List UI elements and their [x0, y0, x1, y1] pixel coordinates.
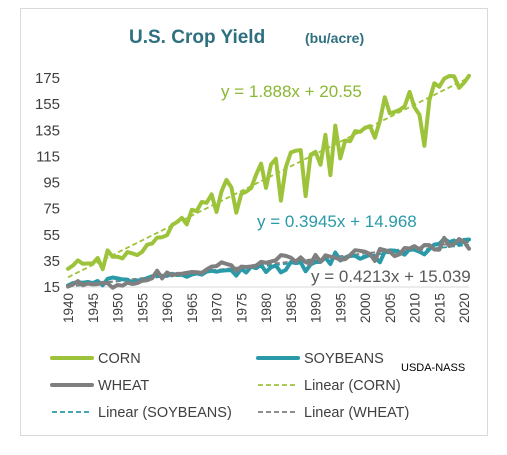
series-line	[66, 235, 471, 290]
trendline-equation: y = 0.4213x + 15.039	[311, 267, 471, 286]
trendline-equation: y = 0.3945x + 14.968	[257, 212, 417, 231]
x-tick-label: 2015	[432, 293, 447, 323]
x-tick-label: 2020	[457, 293, 472, 323]
x-tick-label: 1945	[86, 293, 101, 323]
x-tick-label: 1950	[111, 293, 126, 323]
y-tick-label: 95	[43, 175, 60, 192]
trendline	[67, 76, 470, 279]
crop-yield-chart: U.S. Crop Yield (bu/acre) 15355575951151…	[35, 27, 472, 421]
trendline-labels: y = 1.888x + 20.55 y = 0.3945x + 14.968 y …	[221, 82, 471, 286]
x-tick-label: 1955	[135, 293, 150, 323]
y-tick-label: 55	[43, 227, 60, 244]
x-tick-label: 2000	[358, 293, 373, 323]
x-tick-label: 1995	[333, 293, 348, 323]
x-tick-label: 2005	[383, 293, 398, 323]
y-axis: 15 35 55 75 95 115 135 155 175	[35, 70, 60, 296]
x-tick-label: 1980	[259, 293, 274, 323]
legend-label: SOYBEANS	[304, 351, 384, 367]
series-lines	[66, 73, 471, 290]
legend-label: CORN	[98, 351, 141, 367]
y-tick-label: 155	[35, 96, 60, 113]
x-tick-label: 1960	[160, 293, 175, 323]
y-tick-label: 115	[36, 148, 60, 165]
x-tick-label: 1985	[284, 293, 299, 323]
source-note: USDA-NASS	[401, 362, 465, 374]
x-tick-label: 1940	[61, 293, 76, 323]
y-tick-label: 75	[43, 201, 60, 218]
chart-subtitle: (bu/acre)	[305, 30, 364, 46]
chart-title: U.S. Crop Yield	[129, 27, 265, 48]
x-tick-label: 1970	[210, 293, 225, 323]
legend-label: Linear (SOYBEANS)	[98, 405, 232, 421]
y-tick-label: 175	[35, 70, 60, 87]
legend-label: Linear (WHEAT)	[304, 405, 409, 421]
legend-label: WHEAT	[98, 378, 149, 394]
x-tick-label: 1965	[185, 293, 200, 323]
legend-label: Linear (CORN)	[304, 378, 401, 394]
chart-frame: U.S. Crop Yield (bu/acre) 15 35 55 75 95 115 1…	[20, 8, 488, 436]
legend: CORN SOYBEANS WHEAT Linear (CORN) Linear (SO…	[50, 351, 409, 421]
x-axis: 1940 1945 1950 1955 1960 1965 1970 1975 1980 1985…	[61, 286, 472, 323]
x-tick-label: 2010	[408, 293, 423, 323]
y-tick-label: 135	[35, 122, 60, 139]
y-tick-label: 35	[43, 253, 60, 270]
x-tick-label: 1975	[234, 293, 249, 323]
series-line	[66, 73, 471, 272]
trendline-equation: y = 1.888x + 20.55	[221, 82, 362, 101]
y-tick-label: 15	[43, 279, 60, 296]
x-tick-label: 1990	[309, 293, 324, 323]
